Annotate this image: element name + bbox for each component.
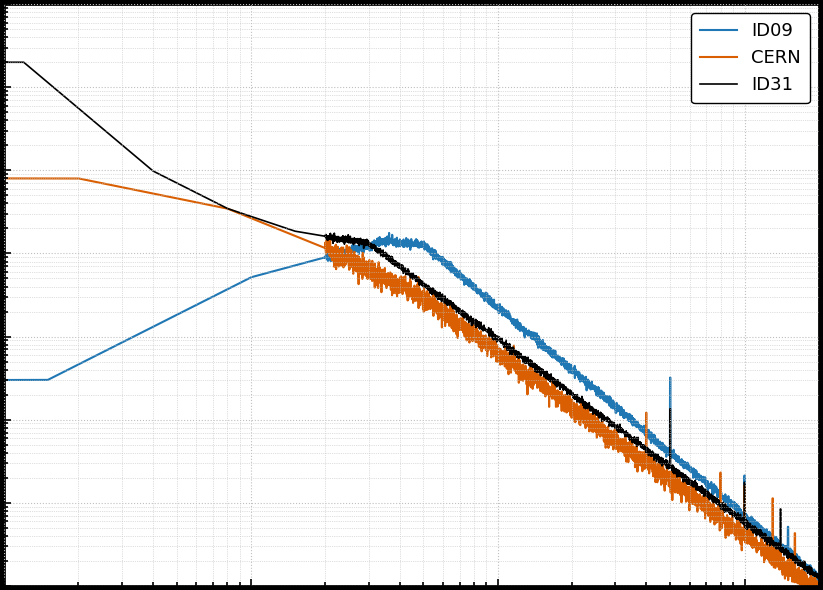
CERN xyxy=(607,438,617,445)
ID09 xyxy=(310,257,320,264)
ID31 xyxy=(147,167,157,174)
Line: CERN: CERN xyxy=(4,178,819,590)
ID09 xyxy=(488,300,498,307)
ID09 xyxy=(529,335,539,342)
CERN xyxy=(0,175,9,182)
ID31 xyxy=(607,423,617,430)
ID09 xyxy=(384,230,394,237)
CERN xyxy=(488,341,498,348)
ID31 xyxy=(669,465,679,472)
ID31 xyxy=(0,59,9,66)
ID09 xyxy=(147,324,157,331)
Line: ID31: ID31 xyxy=(4,63,819,579)
ID09 xyxy=(814,575,823,582)
ID09 xyxy=(814,578,823,585)
CERN xyxy=(529,381,539,388)
ID31 xyxy=(814,573,823,581)
CERN xyxy=(310,241,320,248)
ID31 xyxy=(310,231,320,238)
ID31 xyxy=(529,362,539,369)
Legend: ID09, CERN, ID31: ID09, CERN, ID31 xyxy=(691,13,810,103)
Line: ID09: ID09 xyxy=(4,233,819,581)
ID09 xyxy=(669,453,679,460)
ID09 xyxy=(607,398,617,405)
CERN xyxy=(669,476,679,483)
CERN xyxy=(147,190,157,197)
ID09 xyxy=(0,376,9,384)
ID31 xyxy=(488,329,498,336)
ID31 xyxy=(814,575,823,582)
